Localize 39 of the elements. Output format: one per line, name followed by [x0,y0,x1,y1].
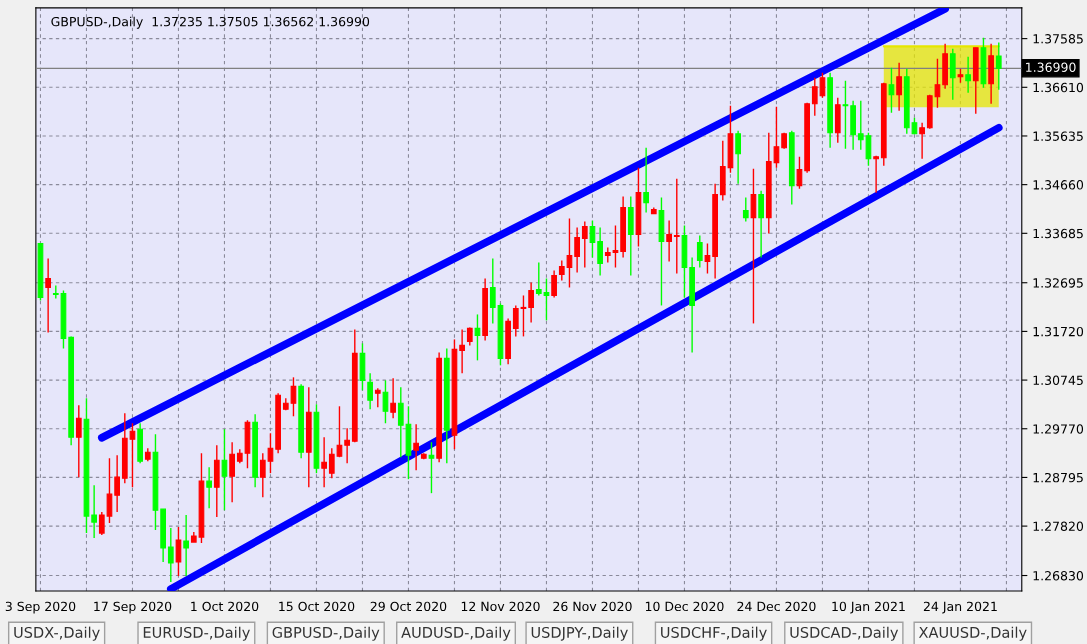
ref-line-label: 1.36990 [1026,62,1076,72]
text: AUDUSD-,Daily [401,626,511,641]
y-tick-label: 1.35635 [1033,131,1083,141]
y-tick-label: 1.29770 [1033,424,1084,434]
text: USDCHF-,Daily [661,626,767,641]
text: USDJPY-,Daily [531,626,628,641]
y-tick-label: 1.26830 [1033,570,1084,581]
y-tick-label: 1.36610 [1033,82,1084,93]
y-tick-label: 1.34660 [1033,180,1084,190]
y-tick-label: 1.27820 [1033,521,1084,532]
candlestick [167,527,174,583]
text: GBPUSD-,Daily 1.37235 1.37505 1.36562 1.36990 [51,16,370,29]
text: EURUSD-,Daily [143,626,250,641]
text: USDX-,Daily [14,626,100,641]
text: GBPUSD-,Daily [272,626,380,641]
candlestick [673,177,680,275]
x-tick-label: 12 Nov 2020 [461,601,540,612]
x-tick-label: 24 Dec 2020 [737,601,816,612]
text: USDCAD-,Daily [790,626,899,641]
y-tick-label: 1.31720 [1033,326,1084,337]
y-tick-label: 1.37585 [1033,34,1083,44]
x-tick-label: 17 Sep 2020 [94,601,172,614]
x-tick-label: 24 Jan 2021 [923,601,997,614]
x-tick-label: 10 Jan 2021 [832,601,905,614]
x-tick-label: 3 Sep 2020 [5,601,76,614]
y-tick-label: 1.33685 [1033,228,1083,239]
candlestick [98,511,105,536]
candlestick [995,41,1002,91]
y-tick-label: 1.32695 [1033,278,1083,288]
x-tick-label: 1 Oct 2020 [191,601,259,612]
x-tick-label: 26 Nov 2020 [553,601,632,612]
candlestick [374,387,381,408]
y-tick-label: 1.28795 [1033,472,1083,483]
text: XAUUSD-,Daily [918,626,1027,641]
candlestick [857,100,864,151]
x-tick-label: 10 Dec 2020 [645,601,724,612]
x-tick-label: 29 Oct 2020 [370,601,447,612]
x-tick-label: 15 Oct 2020 [279,601,355,612]
y-tick-label: 1.30745 [1033,375,1083,386]
